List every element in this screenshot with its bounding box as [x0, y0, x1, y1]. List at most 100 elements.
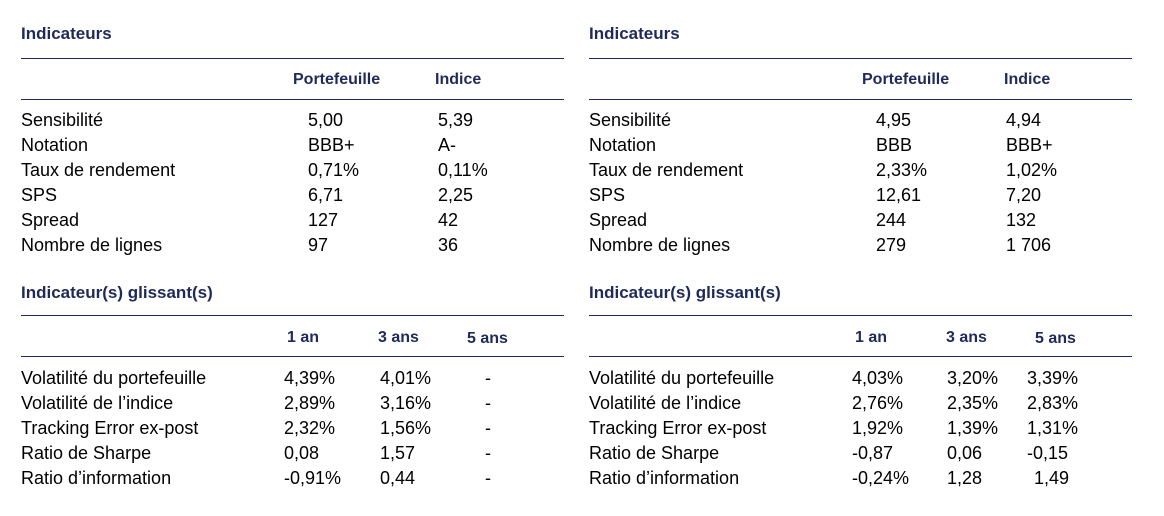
row-label: SPS: [589, 185, 626, 205]
indicator-row-line-count: Nombre de lignes 97 36: [21, 233, 564, 258]
row-label: Ratio d’information: [21, 468, 172, 488]
row-label: Tracking Error ex-post: [589, 418, 767, 438]
index-value: 0,11%: [438, 160, 488, 180]
col-header-3y: 3 ans: [946, 329, 987, 346]
value-1y: 4,03%: [852, 368, 904, 388]
portfolio-value: 2,33%: [876, 160, 928, 180]
rolling-row-information-ratio: Ratio d’information -0,24% 1,28 1,49: [589, 466, 1132, 491]
indicator-row-rating: Notation BBB+ A-: [21, 133, 564, 158]
value-5y: -: [485, 418, 491, 438]
indicator-row-sensitivity: Sensibilité 5,00 5,39: [21, 108, 564, 133]
value-3y: 1,56%: [380, 418, 432, 438]
right-panel: Indicateurs Portefeuille Indice Sensibil…: [589, 0, 1132, 516]
value-5y: 1,49: [1034, 468, 1070, 488]
index-value: 132: [1006, 210, 1037, 230]
portfolio-value: 12,61: [876, 185, 922, 205]
row-label: Nombre de lignes: [21, 235, 163, 255]
portfolio-value: 97: [308, 235, 329, 255]
portfolio-value: 5,00: [308, 110, 344, 130]
header-rule-top: [589, 315, 1132, 316]
row-label: Nombre de lignes: [589, 235, 731, 255]
index-value: 2,25: [438, 185, 474, 205]
value-3y: 2,35%: [947, 393, 999, 413]
indicator-row-sensitivity: Sensibilité 4,95 4,94: [589, 108, 1132, 133]
value-5y: -: [485, 468, 491, 488]
row-label: Volatilité de l’indice: [21, 393, 174, 413]
row-label: Volatilité du portefeuille: [589, 368, 775, 388]
header-rule-top: [21, 315, 564, 316]
indicator-row-yield: Taux de rendement 2,33% 1,02%: [589, 158, 1132, 183]
indicators-title: Indicateurs: [21, 24, 112, 43]
row-label: Taux de rendement: [21, 160, 176, 180]
col-header-5y: 5 ans: [1035, 330, 1076, 347]
row-label: Volatilité de l’indice: [589, 393, 742, 413]
index-value: 7,20: [1006, 185, 1042, 205]
value-3y: 1,57: [380, 443, 416, 463]
index-value: A-: [438, 135, 456, 155]
value-3y: 0,06: [947, 443, 983, 463]
row-label: Sensibilité: [589, 110, 672, 130]
value-5y: 3,39%: [1027, 368, 1079, 388]
rolling-row-sharpe: Ratio de Sharpe -0,87 0,06 -0,15: [589, 441, 1132, 466]
value-3y: 4,01%: [380, 368, 432, 388]
index-value: BBB+: [1006, 135, 1053, 155]
row-label: Spread: [589, 210, 648, 230]
header-rule-bottom: [589, 99, 1132, 100]
col-header-index: Indice: [435, 71, 482, 88]
value-1y: 2,76%: [852, 393, 904, 413]
value-1y: 4,39%: [284, 368, 336, 388]
row-label: Notation: [589, 135, 657, 155]
row-label: Spread: [21, 210, 80, 230]
value-5y: 2,83%: [1027, 393, 1079, 413]
row-label: Taux de rendement: [589, 160, 744, 180]
value-3y: 3,16%: [380, 393, 432, 413]
indicator-row-sps: SPS 6,71 2,25: [21, 183, 564, 208]
col-header-1y: 1 an: [855, 329, 888, 346]
value-1y: -0,24%: [852, 468, 910, 488]
portfolio-value: 4,95: [876, 110, 912, 130]
indicator-row-spread: Spread 244 132: [589, 208, 1132, 233]
row-label: SPS: [21, 185, 58, 205]
rolling-title: Indicateur(s) glissant(s): [21, 283, 213, 302]
col-header-3y: 3 ans: [378, 329, 419, 346]
portfolio-value: BBB+: [308, 135, 355, 155]
index-value: 36: [438, 235, 459, 255]
portfolio-value: 0,71%: [308, 160, 360, 180]
row-label: Notation: [21, 135, 89, 155]
indicator-row-rating: Notation BBB BBB+: [589, 133, 1132, 158]
indicator-row-spread: Spread 127 42: [21, 208, 564, 233]
indicators-title: Indicateurs: [589, 24, 680, 43]
value-5y: -0,15: [1027, 443, 1069, 463]
header-rule-bottom: [21, 356, 564, 357]
col-header-5y: 5 ans: [467, 330, 508, 347]
value-5y: -: [485, 368, 491, 388]
row-label: Ratio de Sharpe: [589, 443, 720, 463]
portfolio-value: 6,71: [308, 185, 344, 205]
value-5y: -: [485, 443, 491, 463]
rolling-row-index-volatility: Volatilité de l’indice 2,89% 3,16% -: [21, 391, 564, 416]
col-header-portfolio: Portefeuille: [862, 71, 950, 88]
value-3y: 0,44: [380, 468, 416, 488]
header-rule-bottom: [589, 356, 1132, 357]
value-5y: 1,31%: [1027, 418, 1079, 438]
rolling-row-information-ratio: Ratio d’information -0,91% 0,44 -: [21, 466, 564, 491]
portfolio-value: 244: [876, 210, 907, 230]
rolling-row-sharpe: Ratio de Sharpe 0,08 1,57 -: [21, 441, 564, 466]
rolling-row-index-volatility: Volatilité de l’indice 2,76% 2,35% 2,83%: [589, 391, 1132, 416]
indicator-row-sps: SPS 12,61 7,20: [589, 183, 1132, 208]
indicator-row-line-count: Nombre de lignes 279 1 706: [589, 233, 1132, 258]
index-value: 5,39: [438, 110, 474, 130]
row-label: Ratio d’information: [589, 468, 740, 488]
value-5y: -: [485, 393, 491, 413]
index-value: 1,02%: [1006, 160, 1058, 180]
value-1y: 2,32%: [284, 418, 336, 438]
value-1y: -0,91%: [284, 468, 342, 488]
rolling-title: Indicateur(s) glissant(s): [589, 283, 781, 302]
index-value: 4,94: [1006, 110, 1042, 130]
value-1y: 2,89%: [284, 393, 336, 413]
row-label: Ratio de Sharpe: [21, 443, 152, 463]
row-label: Tracking Error ex-post: [21, 418, 199, 438]
portfolio-value: BBB: [876, 135, 913, 155]
rolling-row-portfolio-volatility: Volatilité du portefeuille 4,03% 3,20% 3…: [589, 366, 1132, 391]
rolling-row-portfolio-volatility: Volatilité du portefeuille 4,39% 4,01% -: [21, 366, 564, 391]
